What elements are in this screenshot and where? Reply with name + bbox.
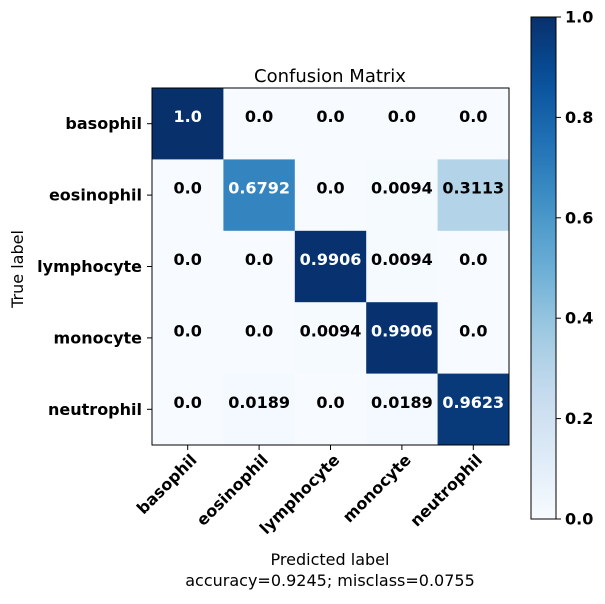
cell-label-r2-c2: 0.9906 <box>300 250 362 269</box>
x-axis-sublabel: accuracy=0.9245; misclass=0.0755 <box>185 571 475 590</box>
cell-label-r0-c0: 1.0 <box>174 107 202 126</box>
heatmap-cell-r4-c1 <box>223 373 296 446</box>
cell-label-r1-c1: 0.6792 <box>228 179 290 198</box>
y-tick-label-2: lymphocyte <box>37 257 142 276</box>
heatmap-cell-r0-c3 <box>366 88 438 160</box>
heatmap-cell-r1-c4 <box>437 159 510 232</box>
heatmap-cell-r1-c0 <box>152 159 224 232</box>
y-tick-label-3: monocyte <box>54 328 143 347</box>
heatmap-cell-labels: 1.0 0.0 0.0 0.0 0.0 0.0 0.6792 0.0 0.0094 0.3113 0… <box>174 107 505 412</box>
heatmap-cell-r1-c3 <box>366 159 438 232</box>
cell-label-r1-c3: 0.0094 <box>371 179 433 198</box>
cell-label-r3-c2: 0.0094 <box>300 321 362 340</box>
heatmap-cell-r3-c3 <box>366 302 438 374</box>
heatmap-cell-r4-c0 <box>152 373 224 446</box>
cell-label-r4-c1: 0.0189 <box>228 393 290 412</box>
y-axis-label: True label <box>8 230 27 309</box>
heatmap-cell-r0-c2 <box>294 88 367 160</box>
heatmap-cell-r4-c3 <box>366 373 438 446</box>
cell-label-r1-c2: 0.0 <box>316 179 344 198</box>
y-tick-label-0: basophil <box>65 114 142 133</box>
heatmap-cell-r2-c4 <box>437 230 510 303</box>
y-tick-label-4: neutrophil <box>48 400 142 419</box>
cell-label-r0-c3: 0.0 <box>388 107 416 126</box>
x-tick-label-1: eosinophil <box>193 450 272 529</box>
heatmap-cell-r1-c2 <box>294 159 367 232</box>
cell-label-r0-c1: 0.0 <box>245 107 273 126</box>
heatmap-cell-r3-c4 <box>437 302 510 374</box>
colorbar: 0.0 0.2 0.4 0.6 0.8 1.0 <box>530 8 593 529</box>
heatmap-cell-r0-c0 <box>152 88 224 160</box>
cell-label-r4-c2: 0.0 <box>316 393 344 412</box>
y-tick-labels: basophil eosinophil lymphocyte monocyte neut… <box>37 114 152 419</box>
heatmap-cell-r2-c1 <box>223 230 296 303</box>
heatmap-cell-r3-c2 <box>294 302 367 374</box>
x-tick-labels: basophileosinophillymphocytemonocyteneut… <box>133 445 486 538</box>
cell-label-r2-c0: 0.0 <box>174 250 202 269</box>
colorbar-tick-label-3: 0.6 <box>565 208 593 227</box>
cell-label-r0-c4: 0.0 <box>459 107 487 126</box>
cell-label-r2-c4: 0.0 <box>459 250 487 269</box>
cell-label-r3-c4: 0.0 <box>459 321 487 340</box>
heatmap-cell-r2-c3 <box>366 230 438 303</box>
cell-label-r1-c0: 0.0 <box>174 179 202 198</box>
x-tick-label-0: basophil <box>133 450 201 518</box>
colorbar-tick-label-4: 0.8 <box>565 108 593 127</box>
colorbar-tick-label-2: 0.4 <box>565 309 593 328</box>
cell-label-r2-c1: 0.0 <box>245 250 273 269</box>
cell-label-r3-c3: 0.9906 <box>371 321 433 340</box>
colorbar-gradient <box>530 16 557 520</box>
heatmap-cell-r2-c2 <box>294 230 367 303</box>
heatmap-cell-r4-c4 <box>437 373 510 446</box>
cell-label-r4-c0: 0.0 <box>174 393 202 412</box>
heatmap-cell-r3-c0 <box>152 302 224 374</box>
x-axis-label: Predicted label <box>271 550 390 569</box>
heatmap-cell-r0-c1 <box>223 88 296 160</box>
chart-title: Confusion Matrix <box>254 66 406 87</box>
cell-label-r1-c4: 0.3113 <box>442 179 504 198</box>
heatmap-cell-r0-c4 <box>437 88 510 160</box>
heatmap-cell-r2-c0 <box>152 230 224 303</box>
cell-label-r2-c3: 0.0094 <box>371 250 433 269</box>
colorbar-tick-label-5: 1.0 <box>565 8 593 27</box>
x-tick-label-3: monocyte <box>339 450 415 526</box>
cell-label-r4-c4: 0.9623 <box>442 393 504 412</box>
plot-frame <box>151 87 510 446</box>
colorbar-tick-label-0: 0.0 <box>565 510 593 529</box>
x-tick-label-4: neutrophil <box>406 450 486 530</box>
heatmap-cells <box>152 88 510 446</box>
cell-label-r3-c1: 0.0 <box>245 321 273 340</box>
cell-label-r3-c0: 0.0 <box>174 321 202 340</box>
heatmap-cell-r3-c1 <box>223 302 296 374</box>
colorbar-tick-label-1: 0.2 <box>565 409 593 428</box>
cell-label-r0-c2: 0.0 <box>316 107 344 126</box>
y-tick-label-1: eosinophil <box>49 186 142 205</box>
heatmap-cell-r4-c2 <box>294 373 367 446</box>
cell-label-r4-c3: 0.0189 <box>371 393 433 412</box>
heatmap-cell-r1-c1 <box>223 159 296 232</box>
